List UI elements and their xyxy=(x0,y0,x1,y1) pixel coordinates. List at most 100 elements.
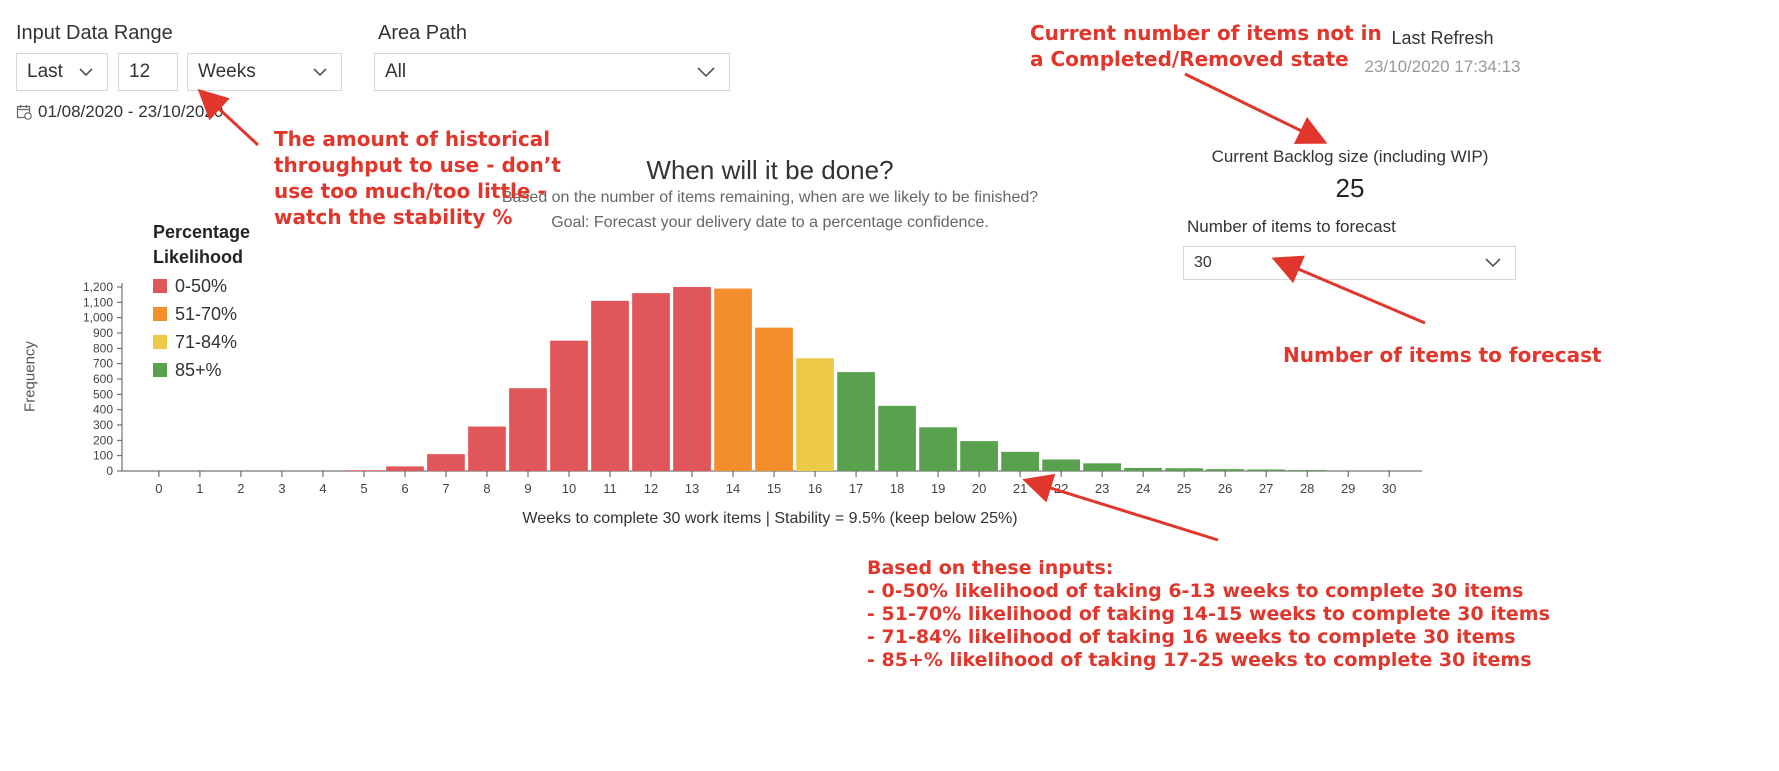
y-tick-label: 400 xyxy=(93,403,113,417)
x-tick-label: 30 xyxy=(1382,481,1396,496)
bar-week-11 xyxy=(591,300,629,471)
area-path-label: Area Path xyxy=(378,22,467,44)
date-range: 01/08/2020 - 23/10/2020 xyxy=(16,102,223,122)
bar-week-9 xyxy=(509,388,547,471)
arrow-to-week-21 xyxy=(1022,473,1219,542)
legend-item-51-70[interactable]: 51-70% xyxy=(153,300,263,328)
period-type-select[interactable]: Last xyxy=(16,53,108,91)
arrow-to-forecast-select xyxy=(1271,255,1426,325)
legend-swatch xyxy=(153,363,167,377)
bar-week-12 xyxy=(632,293,670,471)
calendar-icon xyxy=(16,104,32,120)
x-tick-label: 6 xyxy=(401,481,408,496)
legend-label: 85+% xyxy=(175,359,222,380)
y-axis-title-wrap: Frequency xyxy=(0,0,45,771)
x-tick-label: 19 xyxy=(931,481,945,496)
bar-week-20 xyxy=(960,441,998,471)
period-type-value: Last xyxy=(27,61,63,82)
bar-week-13 xyxy=(673,287,711,471)
bar-week-17 xyxy=(837,372,875,471)
bar-week-6 xyxy=(386,466,424,471)
legend-label: 51-70% xyxy=(175,303,238,324)
chevron-down-icon xyxy=(79,61,93,83)
area-path-select[interactable]: All xyxy=(374,53,730,91)
legend-label: 0-50% xyxy=(175,275,228,296)
legend-swatch xyxy=(153,279,167,293)
x-tick-label: 29 xyxy=(1341,481,1355,496)
arrow-to-period-unit xyxy=(197,88,260,147)
legend-item-71-84[interactable]: 71-84% xyxy=(153,328,263,356)
annotation-arrows xyxy=(197,72,1426,542)
annotation-forecast: Number of items to forecast xyxy=(1283,343,1602,367)
y-tick-label: 500 xyxy=(93,387,113,401)
x-tick-label: 20 xyxy=(972,481,986,496)
x-tick-label: 4 xyxy=(319,481,326,496)
x-tick-label: 9 xyxy=(524,481,531,496)
bar-week-21 xyxy=(1001,451,1039,471)
bar-week-14 xyxy=(714,288,752,471)
x-tick-label: 10 xyxy=(562,481,576,496)
bar-week-7 xyxy=(427,454,465,471)
y-tick-label: 1,000 xyxy=(83,311,113,325)
bar-week-18 xyxy=(878,405,916,471)
chevron-down-icon xyxy=(313,61,327,83)
x-tick-label: 8 xyxy=(483,481,490,496)
x-tick-label: 23 xyxy=(1095,481,1109,496)
x-tick-label: 28 xyxy=(1300,481,1314,496)
bar-week-26 xyxy=(1206,469,1245,471)
x-tick-label: 24 xyxy=(1136,481,1150,496)
input-data-range-label: Input Data Range xyxy=(16,22,173,44)
chevron-down-icon xyxy=(1485,254,1501,272)
bar-week-23 xyxy=(1083,463,1121,471)
bar-week-16 xyxy=(796,358,834,471)
legend-swatch xyxy=(153,307,167,321)
y-tick-label: 800 xyxy=(93,341,113,355)
legend-item-0-50[interactable]: 0-50% xyxy=(153,272,263,300)
annotation-backlog: Current number of items not in a Complet… xyxy=(1030,21,1382,71)
y-axis-title: Frequency xyxy=(21,341,39,412)
annotation-inputs: Based on these inputs: - 0-50% likelihoo… xyxy=(867,557,1550,671)
x-tick-label: 15 xyxy=(767,481,781,496)
x-axis-title: Weeks to complete 30 work items | Stabil… xyxy=(522,510,1018,527)
chevron-down-icon xyxy=(697,61,715,83)
legend-title: Percentage Likelihood xyxy=(153,222,251,267)
legend-label: 71-84% xyxy=(175,331,238,352)
area-path-value: All xyxy=(385,61,407,82)
bar-week-24 xyxy=(1124,467,1162,471)
x-tick-label: 21 xyxy=(1013,481,1027,496)
period-unit-select[interactable]: Weeks xyxy=(187,53,342,91)
x-tick-label: 2 xyxy=(237,481,244,496)
backlog-size-value: 25 xyxy=(1335,173,1365,203)
period-unit-value: Weeks xyxy=(198,61,256,82)
x-tick-label: 1 xyxy=(196,481,203,496)
bar-week-28 xyxy=(1288,470,1327,471)
legend-item-85-plus[interactable]: 85+% xyxy=(153,356,263,384)
y-tick-label: 1,200 xyxy=(83,280,113,294)
last-refresh-timestamp: 23/10/2020 17:34:13 xyxy=(1364,57,1521,76)
y-tick-label: 300 xyxy=(93,418,113,432)
arrow-to-backlog-size xyxy=(1184,72,1328,144)
y-tick-label: 600 xyxy=(93,372,113,386)
chart-legend: Percentage Likelihood 0-50% 51-70% 71-84… xyxy=(153,220,263,384)
y-tick-label: 700 xyxy=(93,357,113,371)
page-goal: Goal: Forecast your delivery date to a p… xyxy=(551,214,989,231)
page-subtitle: Based on the number of items remaining, … xyxy=(501,189,1039,206)
x-tick-label: 27 xyxy=(1259,481,1273,496)
forecast-items-select[interactable]: 30 xyxy=(1183,246,1516,280)
x-tick-label: 26 xyxy=(1218,481,1232,496)
x-tick-label: 11 xyxy=(603,481,617,496)
y-tick-label: 100 xyxy=(93,449,113,463)
x-tick-label: 0 xyxy=(155,481,162,496)
x-tick-label: 25 xyxy=(1177,481,1191,496)
x-tick-label: 3 xyxy=(278,481,285,496)
bar-week-19 xyxy=(919,427,957,471)
x-tick-label: 14 xyxy=(726,481,740,496)
x-tick-label: 5 xyxy=(360,481,367,496)
date-range-text: 01/08/2020 - 23/10/2020 xyxy=(38,102,224,121)
forecast-items-value: 30 xyxy=(1194,254,1212,271)
period-count-input[interactable]: 12 xyxy=(118,53,178,91)
bar-week-10 xyxy=(550,340,588,471)
x-tick-label: 16 xyxy=(808,481,822,496)
y-tick-label: 1,100 xyxy=(83,295,113,309)
